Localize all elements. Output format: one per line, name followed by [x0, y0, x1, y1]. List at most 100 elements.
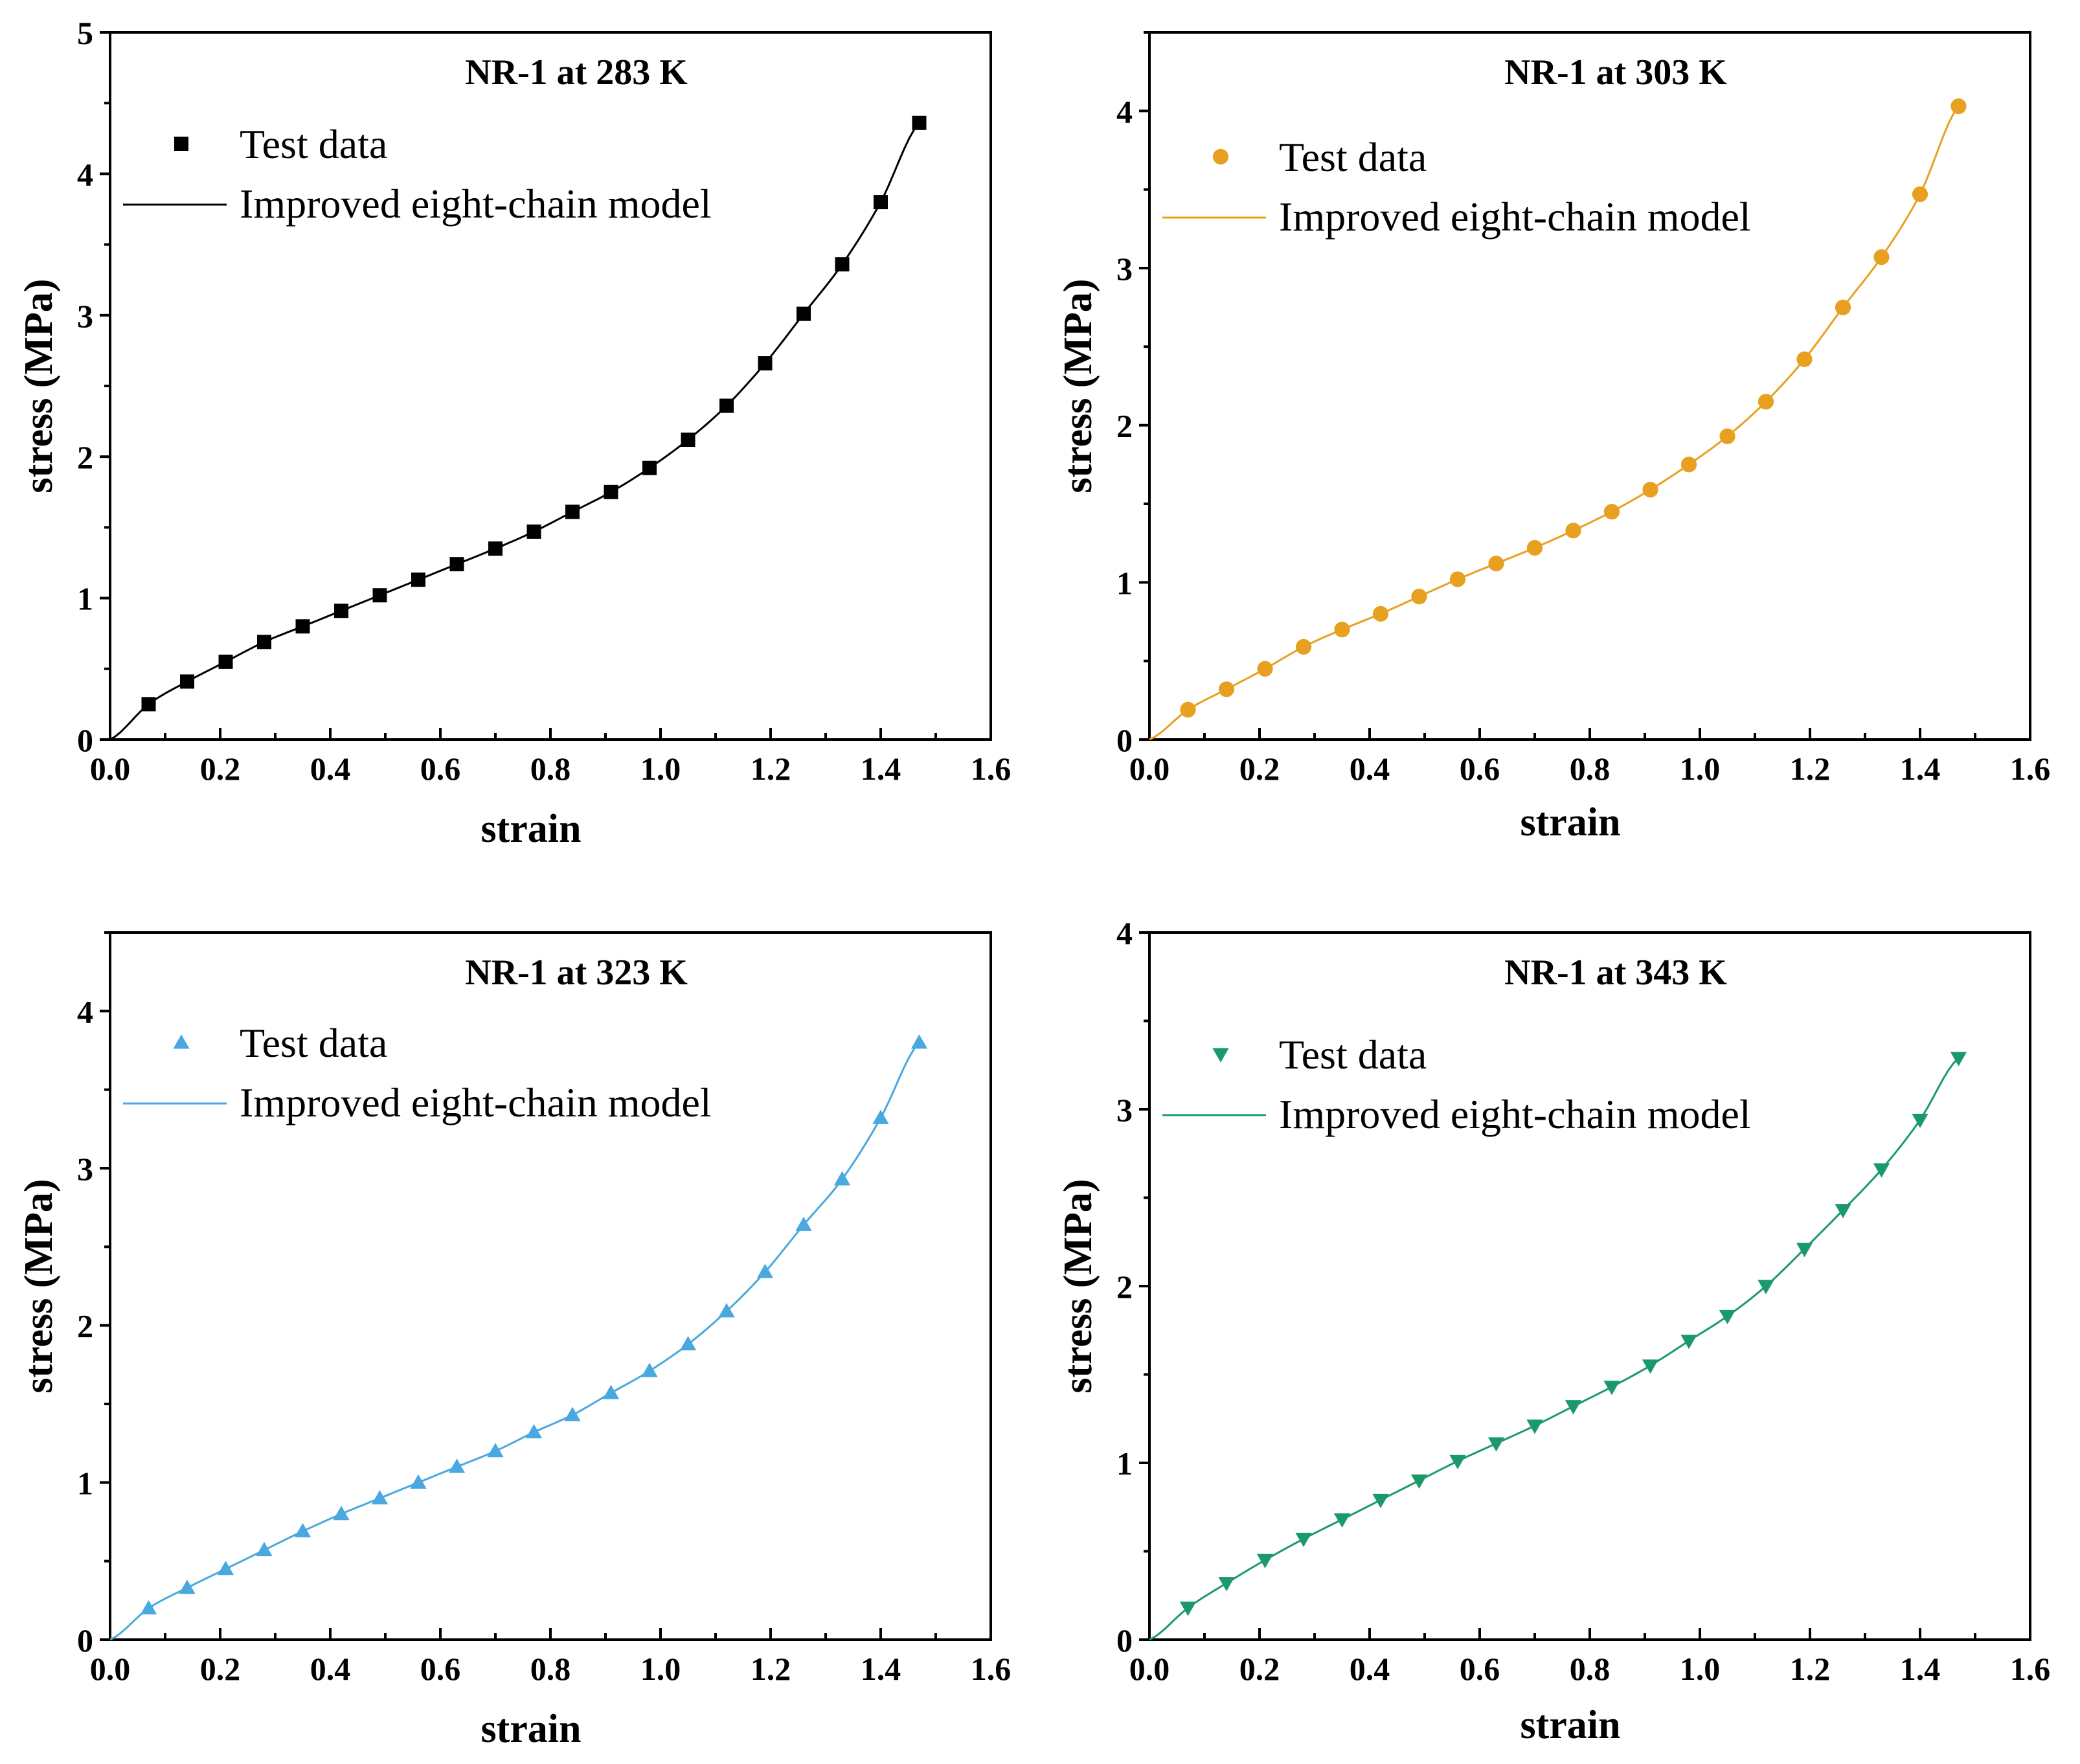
test-data-point: [1257, 661, 1273, 677]
x-tick-label: 0.4: [1350, 1651, 1390, 1687]
x-tick-label: 1.2: [751, 1651, 791, 1687]
chart-panel-1: 0.0 0.2 0.4 0.6 0.8 1.0 1.2 1.4 1.6 0 1 2 3 4 5 NR-1 at…: [17, 15, 1011, 851]
test-data-point: [334, 604, 348, 618]
test-data-point: [1758, 394, 1774, 410]
test-data-point: [1835, 299, 1851, 315]
y-tick-label: 4: [77, 993, 93, 1030]
test-data-point: [1603, 1381, 1620, 1396]
y-tick-label: 3: [1116, 1092, 1133, 1128]
legend-model-label: Improved eight-chain model: [240, 1080, 712, 1125]
legend-marker-icon: [1212, 1048, 1229, 1063]
test-data-point: [872, 1109, 889, 1124]
test-data-point: [795, 1216, 812, 1231]
test-data-point: [218, 654, 233, 669]
legend-model-label: Improved eight-chain model: [1279, 1091, 1751, 1137]
test-data-point: [1295, 639, 1312, 655]
test-data-point: [1334, 622, 1350, 638]
test-data-point: [1758, 1280, 1774, 1295]
test-data-point: [912, 115, 927, 130]
x-tick-label: 1.0: [1680, 751, 1721, 787]
test-data-point: [679, 1336, 697, 1351]
y-tick-label: 0: [1116, 722, 1133, 758]
y-tick-label: 0: [1116, 1622, 1133, 1658]
test-data-point: [1873, 249, 1890, 266]
y-tick-label: 4: [1116, 93, 1133, 130]
test-data-point: [1333, 1513, 1351, 1528]
y-tick-label: 3: [77, 1151, 93, 1187]
x-tick-label: 0.2: [200, 1651, 241, 1687]
test-data-point: [1912, 186, 1928, 203]
test-data-point: [797, 306, 811, 321]
y-tick-label: 2: [1116, 1269, 1133, 1305]
test-data-point: [718, 1303, 735, 1318]
chart-title: NR-1 at 343 K: [1504, 953, 1727, 993]
test-data-point: [1179, 1601, 1197, 1616]
legend-test-label: Test data: [240, 1020, 387, 1066]
test-data-point: [1410, 1474, 1428, 1489]
x-tick-label: 0.2: [1239, 751, 1280, 787]
chart-title: NR-1 at 283 K: [465, 52, 688, 93]
x-tick-label: 1.2: [1790, 751, 1831, 787]
test-data-point: [1873, 1163, 1890, 1178]
x-tick-label: 1.2: [1790, 1651, 1831, 1687]
test-data-point: [1372, 1493, 1389, 1508]
y-tick-label: 2: [77, 1308, 93, 1344]
test-data-point: [217, 1561, 234, 1576]
test-data-point: [179, 1579, 196, 1594]
legend-marker-icon: [173, 1034, 190, 1049]
test-data-point: [833, 1171, 851, 1186]
x-tick-label: 0.4: [1350, 751, 1390, 787]
test-data-point: [756, 1263, 774, 1278]
test-data-point: [180, 674, 194, 689]
legend-marker-icon: [1212, 148, 1229, 165]
test-data-point: [525, 1424, 543, 1439]
test-data-point: [1950, 98, 1967, 115]
test-data-point: [641, 1363, 658, 1377]
x-tick-label: 1.6: [971, 1651, 1012, 1687]
test-data-point: [681, 432, 695, 447]
test-data-point: [1642, 1359, 1659, 1374]
model-curve: [1149, 106, 1960, 741]
legend-model-label: Improved eight-chain model: [1279, 194, 1751, 240]
test-data-point: [1796, 1243, 1813, 1258]
x-tick-label: 0.0: [90, 1651, 131, 1687]
x-tick-label: 1.6: [2010, 751, 2051, 787]
test-data-point: [719, 398, 734, 413]
x-axis-label: strain: [481, 807, 582, 851]
test-data-point: [1295, 1532, 1312, 1548]
x-tick-label: 0.6: [420, 1651, 461, 1687]
test-data-point: [1719, 428, 1735, 444]
test-data-point: [1603, 504, 1620, 520]
chart-panel-2: 0.0 0.2 0.4 0.6 0.8 1.0 1.2 1.4 1.6 0 1 2 3 4 NR-1 at …: [1056, 31, 2051, 844]
x-axis-label: strain: [1520, 1703, 1621, 1747]
test-data-point: [1256, 1554, 1274, 1568]
chart-panel-4: 0.0 0.2 0.4 0.6 0.8 1.0 1.2 1.4 1.6 0 1 2 3 4 NR-1 at …: [1056, 915, 2050, 1747]
test-data-point: [1449, 571, 1466, 587]
test-data-point: [371, 1489, 389, 1505]
test-data-point: [1719, 1309, 1736, 1325]
test-data-point: [642, 460, 657, 475]
x-tick-label: 1.6: [971, 751, 1012, 787]
x-tick-label: 0.4: [310, 1651, 351, 1687]
y-tick-label: 1: [77, 1465, 93, 1501]
test-data-point: [1680, 1335, 1697, 1350]
x-tick-label: 1.4: [861, 1651, 901, 1687]
model-curve: [109, 122, 920, 741]
test-data-point: [294, 1522, 311, 1538]
y-tick-label: 1: [1116, 1445, 1133, 1482]
test-data-point: [295, 619, 310, 634]
x-tick-label: 1.4: [1900, 1651, 1941, 1687]
test-data-point: [1218, 681, 1235, 697]
y-axis-label: stress (MPa): [1056, 1179, 1100, 1393]
x-tick-label: 1.4: [1900, 751, 1941, 787]
y-tick-label: 1: [1116, 565, 1133, 601]
y-tick-label: 5: [77, 15, 93, 51]
test-data-point: [372, 588, 387, 603]
y-tick-label: 2: [77, 439, 93, 475]
x-axis-label: strain: [1520, 800, 1621, 844]
test-data-point: [487, 1443, 504, 1458]
x-tick-label: 0.2: [200, 751, 241, 787]
y-axis-label: stress (MPa): [1056, 278, 1100, 493]
model-curve: [1149, 1057, 1960, 1641]
y-tick-label: 4: [77, 156, 93, 192]
